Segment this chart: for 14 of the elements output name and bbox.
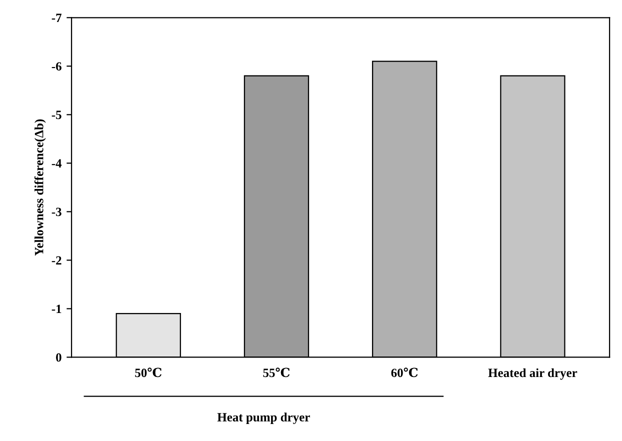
y-tick-label: -5 (52, 110, 62, 120)
y-tick-label: -3 (52, 208, 62, 216)
x-tick-label: 50℃ (135, 368, 162, 378)
x-tick-label: 60℃ (391, 368, 418, 378)
y-tick-label: 0 (56, 353, 62, 362)
y-tick-label: -6 (52, 62, 62, 71)
y-tick-label: -4 (52, 159, 62, 168)
text: Heat pump dryer (217, 412, 310, 424)
x-tick-label: Heated air dryer (488, 368, 578, 380)
x-tick-label: 55℃ (263, 368, 290, 378)
y-tick-label: -7 (52, 14, 62, 22)
y-tick-label: -1 (52, 304, 62, 314)
y-axis-title: Yellowness difference(Δb) (34, 119, 46, 256)
y-tick-label: -2 (52, 256, 62, 265)
